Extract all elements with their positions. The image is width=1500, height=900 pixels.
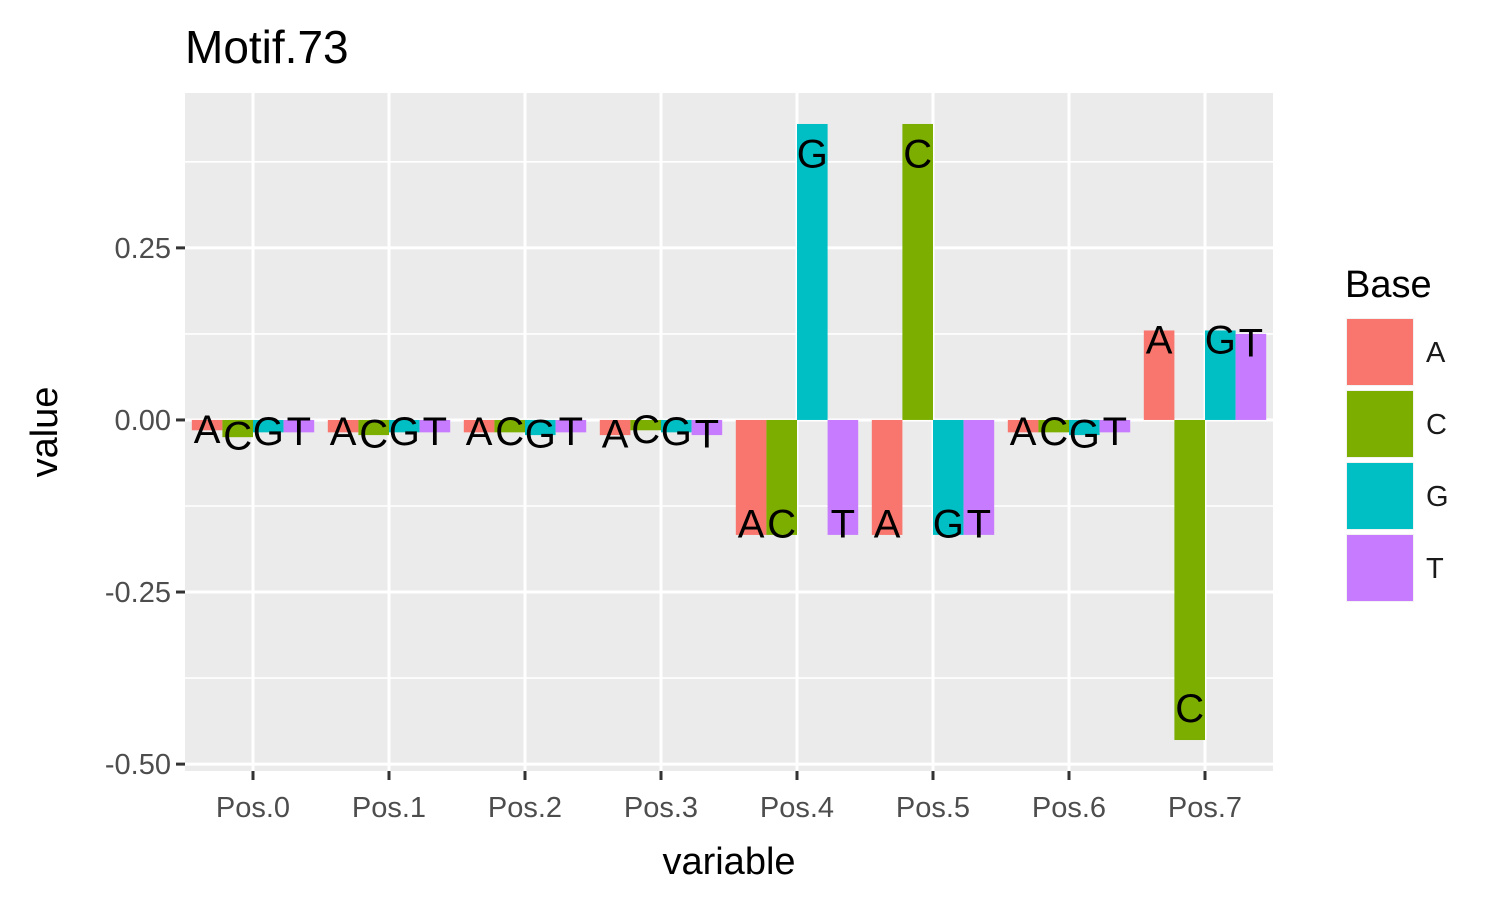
bar — [963, 419, 995, 535]
bar — [327, 419, 359, 433]
bar-label: C — [223, 414, 252, 458]
legend-label: C — [1426, 409, 1447, 441]
x-axis-title: variable — [662, 841, 795, 883]
bar-label: C — [1039, 410, 1068, 454]
bar — [661, 419, 692, 433]
axes: 0.25 0.00 -0.25 -0.50 Pos.0 Pos.1 Pos.2 Pos.3 Po… — [105, 233, 1242, 824]
x-tick-label: Pos.3 — [624, 792, 698, 824]
y-tick-label: -0.25 — [105, 577, 171, 609]
bar — [797, 123, 828, 420]
bar — [494, 419, 525, 433]
bar-label: A — [874, 502, 901, 546]
bar — [283, 419, 315, 433]
bar-label: A — [738, 502, 765, 546]
bar-label: A — [330, 410, 357, 454]
bar-label: A — [194, 408, 221, 452]
bar — [222, 419, 253, 438]
legend-key — [1347, 391, 1413, 457]
bar-label: G — [1205, 318, 1236, 362]
bar — [1235, 333, 1267, 420]
legend: Base A C G T — [1345, 264, 1449, 602]
bar — [1099, 419, 1131, 433]
bar — [358, 419, 389, 436]
bar — [191, 419, 223, 431]
x-tick-label: Pos.1 — [352, 792, 426, 824]
bar-label: T — [967, 502, 991, 546]
bar — [1069, 419, 1100, 436]
bar-label: T — [559, 410, 583, 454]
bar-label: A — [1146, 318, 1173, 362]
legend-label: G — [1426, 481, 1449, 513]
bars — [191, 123, 1267, 741]
y-tick-label: -0.50 — [105, 749, 171, 781]
x-tick-label: Pos.7 — [1168, 792, 1242, 824]
legend-title: Base — [1345, 264, 1432, 306]
x-tick-label: Pos.4 — [760, 792, 834, 824]
bar-label: T — [695, 413, 719, 457]
legend-label: T — [1426, 553, 1444, 585]
bar-label: G — [389, 410, 420, 454]
legend-keys: A C G T — [1346, 318, 1449, 602]
bar — [933, 419, 964, 535]
bar — [525, 419, 556, 436]
bar — [630, 419, 661, 431]
legend-key — [1347, 319, 1413, 385]
bar-label: G — [933, 502, 964, 546]
bar-label: C — [903, 133, 932, 177]
bar — [555, 419, 587, 433]
bar-label: G — [797, 133, 828, 177]
bar — [902, 123, 933, 420]
x-tick-label: Pos.2 — [488, 792, 562, 824]
x-tick-label: Pos.5 — [896, 792, 970, 824]
bar-label: G — [661, 410, 692, 454]
bar-label: T — [1103, 410, 1127, 454]
bar — [1205, 330, 1236, 420]
bar — [735, 419, 767, 535]
bar-label: G — [525, 413, 556, 457]
bar — [827, 419, 859, 535]
bar-label: A — [1010, 410, 1037, 454]
legend-label: A — [1426, 337, 1446, 369]
bar — [1038, 419, 1069, 433]
bar-label: G — [253, 410, 284, 454]
bar-label: C — [1175, 687, 1204, 731]
chart-title: Motif.73 — [185, 21, 349, 73]
bar-label: C — [767, 502, 796, 546]
y-tick-label: 0.25 — [115, 233, 171, 265]
bar-label: T — [423, 410, 447, 454]
bar — [1143, 330, 1175, 420]
bar — [463, 419, 495, 433]
bar-label: G — [1069, 413, 1100, 457]
bar — [766, 419, 797, 535]
bar-label: T — [287, 410, 311, 454]
legend-key — [1347, 535, 1413, 601]
x-tick-label: Pos.6 — [1032, 792, 1106, 824]
bar — [599, 419, 631, 436]
bar — [691, 419, 723, 436]
bar — [389, 419, 420, 433]
bar-label: C — [359, 413, 388, 457]
bar — [1174, 419, 1205, 741]
x-tick-label: Pos.0 — [216, 792, 290, 824]
y-axis-title: value — [24, 387, 66, 478]
bar-label: C — [495, 410, 524, 454]
bar — [253, 419, 284, 433]
bar — [871, 419, 903, 535]
bar — [1007, 419, 1039, 433]
bar-label: A — [602, 413, 629, 457]
bar — [419, 419, 451, 433]
bar-label: C — [631, 408, 660, 452]
bar-label: T — [831, 502, 855, 546]
bar-label: T — [1239, 322, 1263, 366]
bar-label: A — [466, 410, 493, 454]
y-tick-label: 0.00 — [115, 405, 171, 437]
legend-key — [1347, 463, 1413, 529]
